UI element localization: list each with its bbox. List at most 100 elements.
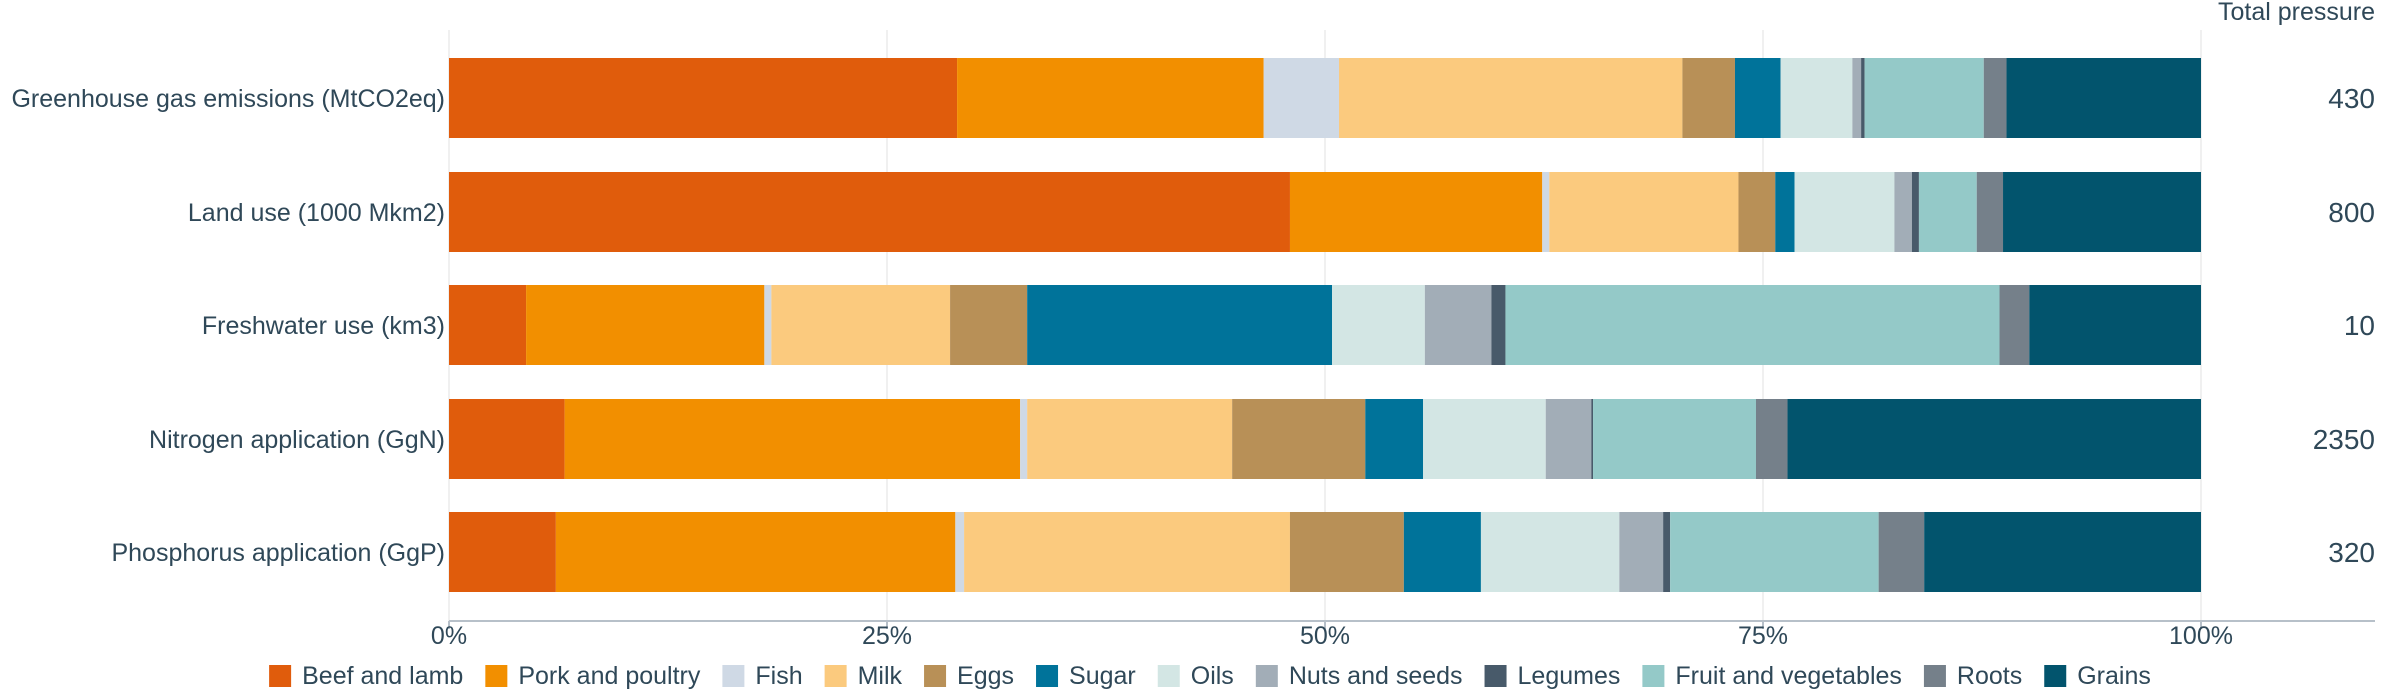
bar-segment (964, 512, 1290, 592)
bar-segment (1976, 172, 2004, 252)
total-pressure-value: 10 (2344, 310, 2375, 341)
x-tick-label: 100% (2169, 622, 2233, 650)
total-pressure-value: 2350 (2313, 424, 2375, 455)
bar-segment (449, 172, 1290, 252)
bar-segment (764, 285, 772, 365)
bar-segment (1775, 172, 1795, 252)
legend-label: Pork and poultry (518, 662, 701, 690)
x-tick-label: 0% (431, 622, 467, 650)
legend-swatch (1036, 665, 1059, 687)
bar-segment (771, 285, 951, 365)
x-tick-label: 25% (862, 622, 912, 650)
bar-segment (1918, 172, 1977, 252)
bar-segment (1480, 512, 1620, 592)
legend-swatch (1484, 665, 1507, 687)
x-tick-label: 75% (1738, 622, 1788, 650)
bar-segment (1755, 399, 1788, 479)
bar-segment (1663, 512, 1671, 592)
x-axis: 0% 25% 50% 75% 100% (431, 620, 2375, 650)
category-label: Freshwater use (km3) (202, 312, 445, 340)
bar-segment (1020, 399, 1028, 479)
bar-segment (1505, 285, 2000, 365)
bar-segment (950, 285, 1028, 365)
bar-segment (1365, 399, 1424, 479)
bar-segment (449, 399, 565, 479)
bar-segment (449, 512, 556, 592)
total-pressure-value: 800 (2328, 197, 2375, 228)
category-label: Land use (1000 Mkm2) (188, 199, 445, 227)
legend: Beef and lamb Pork and poultry Fish Milk Egg… (269, 662, 2151, 690)
bar-segment (2006, 58, 2201, 138)
bar-segment (2003, 172, 2201, 252)
total-pressure-column: Total pressure 430 800 10 2350 320 (2218, 0, 2375, 568)
bar-segment (1591, 399, 1594, 479)
legend-swatch (1642, 665, 1665, 687)
bar-segment (1894, 172, 1912, 252)
category-label: Nitrogen application (GgN) (149, 426, 445, 454)
bar-segment (1027, 399, 1233, 479)
bar-segment (1491, 285, 1506, 365)
bar-segment (2029, 285, 2201, 365)
legend-swatch (1157, 665, 1180, 687)
bar-segment (1682, 58, 1735, 138)
bar-segment (1403, 512, 1481, 592)
bar-segment (955, 512, 965, 592)
bar-segment (1593, 399, 1756, 479)
bar-segment (1289, 172, 1543, 252)
bars-layer (449, 58, 2201, 592)
bar-segment (1787, 399, 2201, 479)
bar-segment (1545, 399, 1592, 479)
bar-segment (1332, 285, 1425, 365)
bar-segment (1263, 58, 1340, 138)
bar-segment (1864, 58, 1984, 138)
legend-label: Fruit and vegetables (1675, 662, 1902, 690)
legend-label: Grains (2077, 662, 2151, 690)
bar-segment (1670, 512, 1879, 592)
category-labels: Greenhouse gas emissions (MtCO2eq) Land u… (11, 85, 445, 567)
bar-segment (1999, 285, 2030, 365)
bar-segment (1852, 58, 1862, 138)
legend-label: Legumes (1518, 662, 1621, 690)
bar-segment (555, 512, 956, 592)
bar-segment (1549, 172, 1739, 252)
category-label: Greenhouse gas emissions (MtCO2eq) (11, 85, 445, 113)
bar-segment (957, 58, 1264, 138)
legend-label: Milk (858, 662, 903, 690)
bar-segment (1424, 285, 1492, 365)
bar-segment (1289, 512, 1404, 592)
bar-segment (1232, 399, 1366, 479)
bar-segment (449, 285, 527, 365)
legend-swatch (722, 665, 745, 687)
legend-swatch (485, 665, 508, 687)
bar-segment (1619, 512, 1664, 592)
x-tick-label: 50% (1300, 622, 1350, 650)
legend-label: Roots (1957, 662, 2022, 690)
total-pressure-value: 430 (2328, 83, 2375, 114)
bar-segment (1423, 399, 1546, 479)
total-pressure-value: 320 (2328, 537, 2375, 568)
legend-swatch (824, 665, 847, 687)
bar-segment (1983, 58, 2007, 138)
legend-label: Sugar (1069, 662, 1136, 690)
bar-segment (1924, 512, 2201, 592)
bar-segment (1911, 172, 1919, 252)
legend-swatch (269, 665, 292, 687)
total-pressure-header: Total pressure (2218, 0, 2375, 26)
legend-swatch (1923, 665, 1946, 687)
bar-segment (449, 58, 958, 138)
legend-label: Beef and lamb (302, 662, 463, 690)
bar-segment (1734, 58, 1781, 138)
bar-segment (1738, 172, 1776, 252)
bar-segment (1794, 172, 1895, 252)
bar-segment (1542, 172, 1550, 252)
legend-swatch (1255, 665, 1278, 687)
bar-segment (1780, 58, 1853, 138)
bar-segment (1339, 58, 1683, 138)
bar-segment (564, 399, 1021, 479)
legend-label: Nuts and seeds (1289, 662, 1463, 690)
legend-label: Eggs (957, 662, 1014, 690)
bar-segment (1861, 58, 1865, 138)
bar-segment (1027, 285, 1333, 365)
category-label: Phosphorus application (GgP) (111, 539, 445, 567)
